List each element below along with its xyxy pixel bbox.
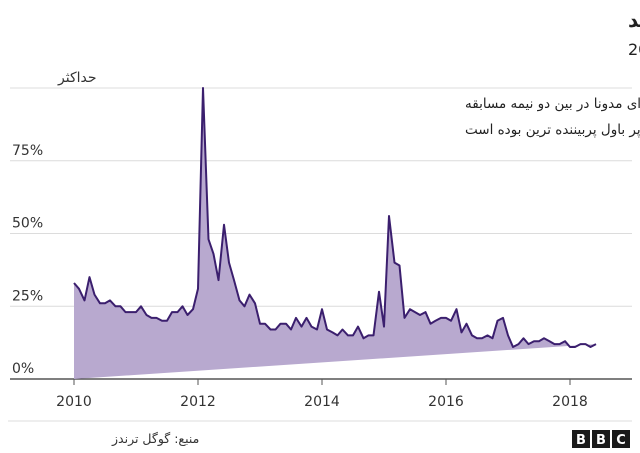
x-tick-label: 2010 <box>56 394 92 410</box>
annotation-line-2: سوپر باول پربیننده ترین بوده است <box>465 122 640 138</box>
series-area <box>73 87 597 379</box>
y-tick-label: حداکثر <box>57 70 97 86</box>
x-axis-ticks: 2010 2012 2014 2016 2018 <box>56 379 588 410</box>
x-tick-label: 2012 <box>180 394 216 410</box>
bbc-logo-box-c <box>612 430 630 448</box>
y-tick-label: 0% <box>12 361 34 377</box>
y-tick-label: 25% <box>12 288 43 304</box>
source-label: منبع: گوگل ترندز <box>111 431 199 447</box>
annotation-line-1: اجرای مدونا در بین دو نیمه مسابقه <box>465 96 640 112</box>
bbc-logo: B B C <box>572 430 630 448</box>
bbc-logo-letter-3: C <box>616 433 626 448</box>
x-tick-label: 2014 <box>304 394 340 410</box>
bbc-logo-box-b2 <box>592 430 610 448</box>
chart-title: جستجوی نام مدونا در سال 2012 به اوج رسید <box>628 8 640 32</box>
y-tick-label: 50% <box>12 216 43 232</box>
x-tick-label: 2018 <box>552 394 588 410</box>
y-tick-label: 75% <box>12 143 43 159</box>
x-tick-label: 2016 <box>428 394 464 410</box>
chart-subtitle: جستجوی نام مدونا در گوگل از سال 2010 تا … <box>628 40 640 60</box>
y-axis-ticks: 0% 25% 50% 75% حداکثر <box>12 70 97 377</box>
bbc-logo-letter-2: B <box>596 433 606 448</box>
bbc-logo-letter-1: B <box>576 433 586 448</box>
bbc-logo-box-b1 <box>572 430 590 448</box>
area-fill <box>74 88 596 379</box>
series-line <box>73 87 597 348</box>
